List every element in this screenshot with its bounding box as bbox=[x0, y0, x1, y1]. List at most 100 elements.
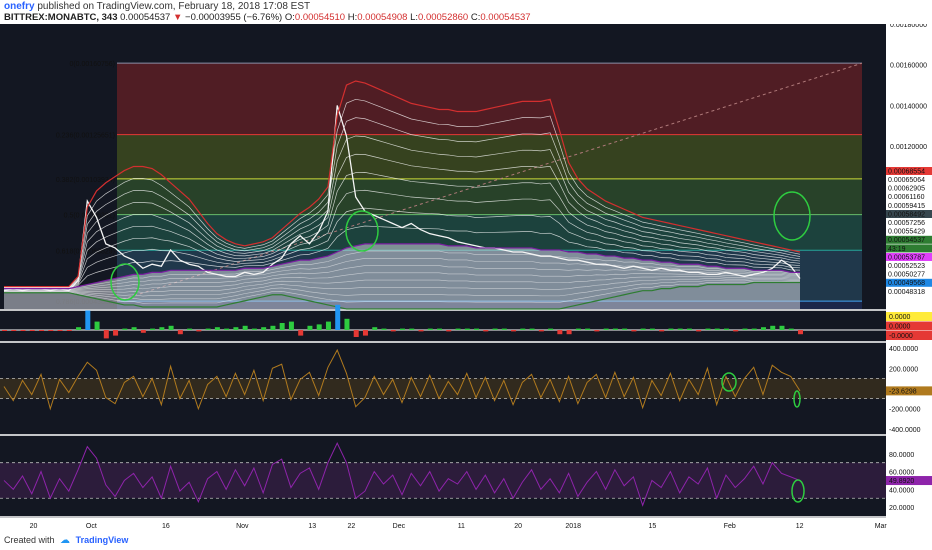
envelope-upper-band bbox=[4, 153, 801, 288]
envelope-lower-band bbox=[4, 279, 800, 301]
cci-tick-label: 200.0000 bbox=[889, 366, 918, 373]
time-tick-label: Feb bbox=[724, 523, 736, 530]
histogram-bar bbox=[372, 327, 378, 330]
histogram-bar bbox=[640, 328, 646, 330]
histogram-badge bbox=[886, 312, 932, 321]
histogram-bar bbox=[511, 330, 517, 332]
time-tick-label: 22 bbox=[347, 523, 355, 530]
cci-band bbox=[0, 378, 886, 399]
fib-label: 0.5(0.00086381) bbox=[64, 213, 115, 220]
price-tick-label: 0.00120000 bbox=[890, 144, 927, 151]
histogram-bar bbox=[214, 327, 220, 330]
histogram-bar bbox=[770, 325, 776, 330]
envelope-lower-band bbox=[4, 250, 800, 290]
histogram-bar bbox=[400, 328, 405, 330]
symbol-legend: BITTREX:MONABTC, 343 0.00054537 ▼ −0.000… bbox=[4, 12, 531, 23]
histogram-bar bbox=[205, 328, 211, 330]
histogram-badge-label: 0.0000 bbox=[889, 324, 911, 331]
histogram-bar bbox=[742, 328, 748, 330]
histogram-bar bbox=[307, 325, 313, 330]
annotation-circle bbox=[773, 191, 811, 241]
last-price: 0.00054537 bbox=[120, 12, 171, 23]
envelope-upper-band bbox=[4, 189, 801, 289]
price-change: −0.00003955 (−6.76%) bbox=[185, 12, 283, 23]
histogram-bar bbox=[566, 330, 572, 335]
histogram-bar bbox=[2, 330, 7, 331]
chart-area[interactable]: 0(0.00160756) 0.236(0.00125651) 0.382(0.00… bbox=[0, 24, 932, 532]
chart-svg[interactable]: 0(0.00160756) 0.236(0.00125651) 0.382(0.00… bbox=[0, 24, 932, 532]
tradingview-brand[interactable]: TradingView bbox=[75, 535, 129, 545]
histogram-bar bbox=[159, 327, 165, 330]
histogram-bar bbox=[233, 327, 239, 330]
histogram-bar bbox=[39, 330, 45, 331]
rsi-tick-label: 40.0000 bbox=[889, 487, 914, 494]
histogram-bar bbox=[418, 330, 424, 332]
price-badge bbox=[886, 261, 932, 270]
price-tick-label: 0.00160000 bbox=[890, 63, 927, 70]
publish-text: published on TradingView.com, February 1… bbox=[37, 1, 311, 12]
annotation-circle bbox=[791, 479, 805, 503]
time-tick-label: 20 bbox=[514, 523, 522, 530]
price-badge-label: 43:19 bbox=[888, 246, 906, 253]
histogram-bar bbox=[594, 330, 600, 332]
histogram-bar bbox=[29, 330, 35, 331]
cci-last-label: -23.6298 bbox=[889, 388, 917, 395]
fib-zone bbox=[117, 134, 862, 179]
time-tick-label: Oct bbox=[86, 523, 97, 530]
low-value: 0.00052860 bbox=[418, 12, 469, 23]
price-badge bbox=[886, 210, 932, 218]
price-badge-label: 0.00055429 bbox=[888, 229, 925, 236]
histogram-bar bbox=[168, 325, 174, 330]
price-badge bbox=[886, 287, 932, 296]
histogram-bar bbox=[649, 328, 655, 330]
histogram-bar bbox=[455, 328, 461, 330]
author-link[interactable]: onefry bbox=[4, 1, 35, 12]
high-label: H: bbox=[347, 12, 358, 23]
fib-zone bbox=[117, 63, 862, 135]
histogram-bar bbox=[20, 330, 26, 331]
histogram-bar bbox=[788, 328, 794, 330]
histogram-badge bbox=[886, 331, 932, 340]
histogram-bar bbox=[251, 328, 257, 330]
cci-line bbox=[3, 348, 801, 411]
histogram-bar bbox=[76, 327, 82, 330]
envelope-upper-band bbox=[4, 98, 801, 288]
histogram-bar bbox=[798, 330, 803, 335]
created-with-text: Created with bbox=[4, 535, 55, 545]
series-bb_lower bbox=[4, 281, 800, 310]
time-tick-label: 13 bbox=[308, 523, 316, 530]
histogram-bar bbox=[288, 321, 294, 330]
time-tick-label: 2018 bbox=[565, 523, 581, 530]
histogram-bar bbox=[279, 323, 285, 330]
price-badge-label: 0.00052523 bbox=[888, 263, 925, 270]
histogram-bar bbox=[66, 330, 72, 331]
rsi-last-badge bbox=[886, 476, 932, 486]
histogram-bar bbox=[48, 330, 54, 331]
histogram-bar bbox=[751, 328, 757, 330]
envelope-lower-band bbox=[4, 265, 800, 291]
envelope-upper-band bbox=[4, 117, 801, 288]
histogram-bar bbox=[520, 328, 526, 330]
cci-tick-label: -200.0000 bbox=[889, 407, 921, 414]
cci-tick-label: -400.0000 bbox=[889, 427, 921, 434]
histogram-bar bbox=[548, 328, 554, 330]
envelope-upper-band bbox=[4, 135, 801, 288]
histogram-bar bbox=[335, 304, 341, 330]
histogram-bar bbox=[446, 330, 452, 332]
histogram-bar bbox=[557, 330, 563, 335]
tradingview-cloud-icon: ☁ bbox=[60, 535, 71, 546]
histogram-bar bbox=[696, 330, 702, 332]
histogram-bar bbox=[603, 328, 609, 330]
histogram-bar bbox=[492, 328, 498, 330]
histogram-bar bbox=[427, 328, 433, 330]
histogram-bar bbox=[612, 328, 618, 330]
histogram-bar bbox=[298, 330, 304, 336]
rsi-tick-label: 20.0000 bbox=[889, 505, 914, 512]
price-badge-label: 0.00048318 bbox=[888, 289, 925, 296]
annotation-circle bbox=[793, 390, 801, 408]
price-badge-label: 0.00059415 bbox=[888, 203, 925, 210]
price-badge bbox=[886, 175, 932, 184]
high-value: 0.00054908 bbox=[357, 12, 408, 23]
histogram-bar bbox=[474, 328, 480, 330]
histogram-bar bbox=[261, 327, 267, 330]
